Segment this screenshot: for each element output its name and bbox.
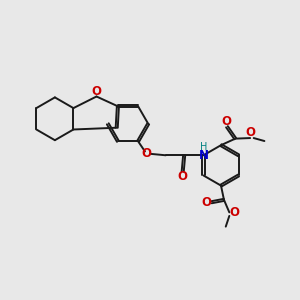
Text: O: O bbox=[201, 196, 211, 209]
Text: N: N bbox=[199, 149, 208, 162]
Text: O: O bbox=[178, 170, 188, 184]
Text: O: O bbox=[92, 85, 101, 98]
Text: O: O bbox=[230, 206, 240, 219]
Text: O: O bbox=[246, 126, 256, 139]
Text: O: O bbox=[221, 115, 231, 128]
Text: H: H bbox=[200, 142, 207, 152]
Text: O: O bbox=[141, 147, 152, 160]
